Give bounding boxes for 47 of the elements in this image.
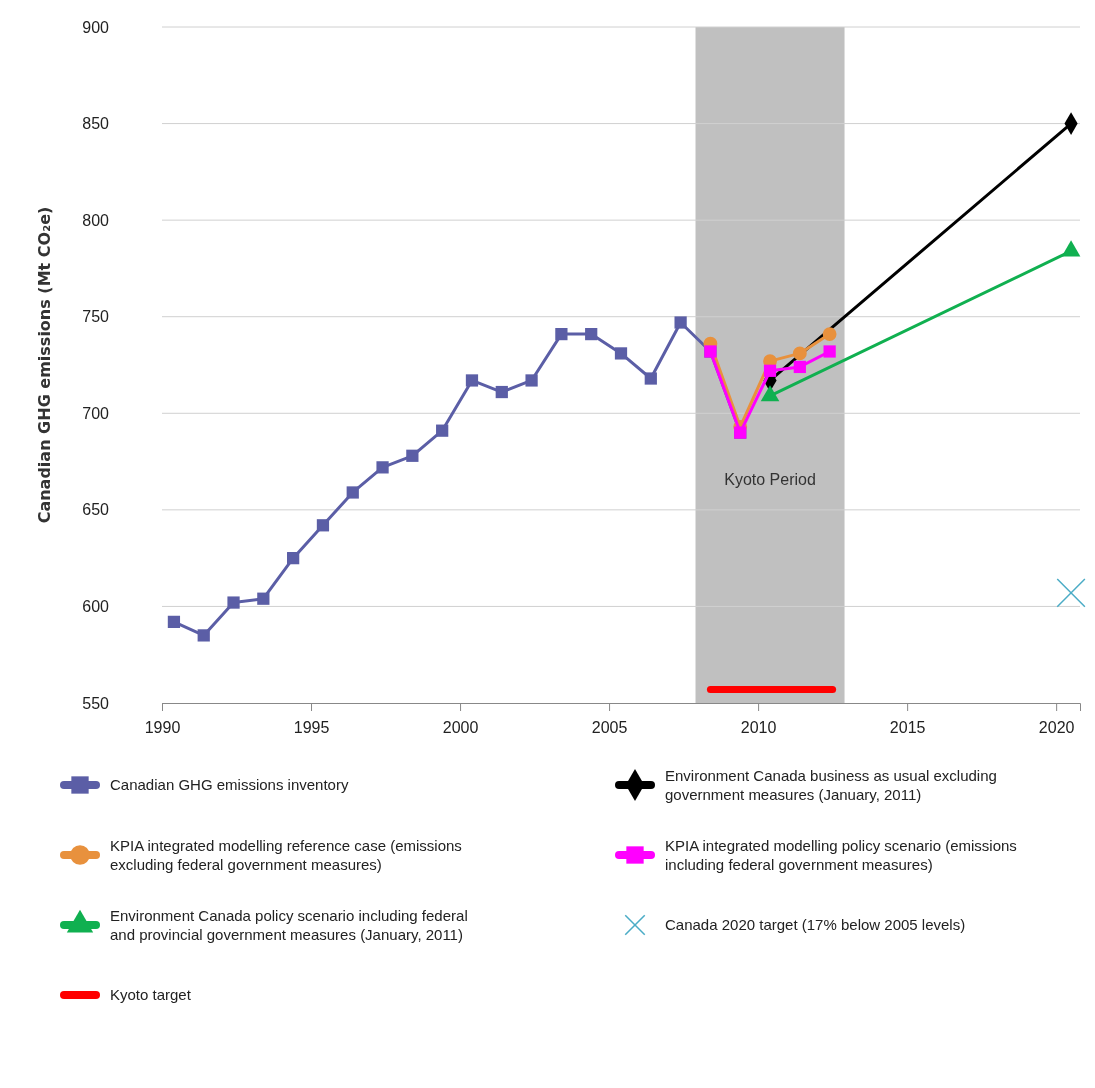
point [406,449,419,462]
point [495,385,508,399]
point [257,592,270,605]
point [525,374,538,387]
point [792,346,807,361]
point [674,316,687,329]
x-tick-label: 2015 [889,719,926,737]
legend-label: Canada 2020 target (17% below 2005 levels) [665,916,966,934]
point [555,327,568,341]
x-tick-label: 1990 [144,719,181,737]
point [287,552,300,565]
point [823,345,836,358]
point [227,596,240,609]
x-tick-label: 2010 [740,719,777,737]
y-tick-label: 750 [82,308,110,326]
point [793,360,806,374]
legend-label: KPIA integrated modelling policy scenario (emissions including federal government measures) [665,836,1017,873]
y-tick-label: 700 [82,404,110,422]
x-tick-label: 1995 [293,719,330,737]
point [465,374,479,387]
x-tick-label: 2020 [1038,719,1075,737]
y-tick-label: 850 [82,115,110,133]
y-tick-label: 600 [82,598,110,616]
y-tick-label: 800 [82,211,110,229]
point [167,615,181,628]
legend-label: Kyoto target [110,986,192,1004]
legend-label: KPIA integrated modelling reference case (emissions excluding federal government measures) [110,836,462,873]
legend-label: Environment Canada policy scenario including federal and provincial government measures (January, 2011) [110,906,468,943]
y-axis-title: Canadian GHG emissions (Mt CO₂e) [35,206,54,524]
point [644,372,657,385]
point [1056,578,1086,608]
x-tick-label: 2005 [591,719,628,737]
point [822,327,837,341]
x-tick-label: 2000 [442,719,479,737]
point [316,519,330,532]
y-tick-label: 900 [82,18,110,36]
legend-label: Canadian GHG emissions inventory [110,776,349,794]
point [436,424,449,437]
point [376,461,389,474]
band-label: Kyoto Period [724,470,816,488]
point [585,327,598,341]
y-tick-label: 650 [82,501,110,519]
point [614,347,628,360]
point [346,486,359,499]
y-tick-label: 550 [82,694,110,712]
point [197,629,210,642]
legend-label: Environment Canada business as usual excluding government measures (January, 2011) [665,766,997,803]
